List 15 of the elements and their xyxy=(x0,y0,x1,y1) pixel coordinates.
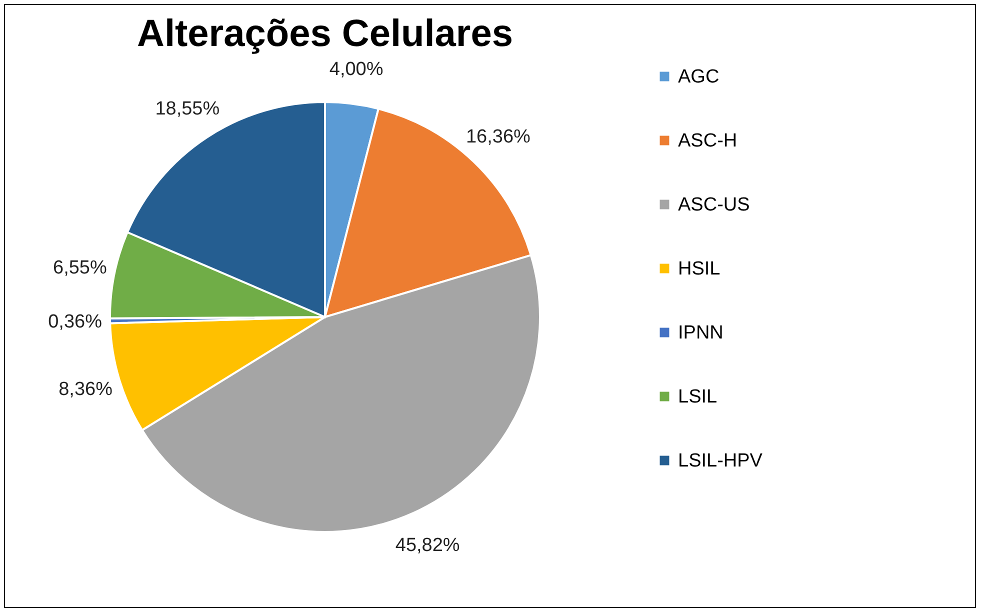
legend-label: LSIL-HPV xyxy=(678,450,763,472)
data-label: 18,55% xyxy=(155,98,220,120)
data-label: 0,36% xyxy=(48,311,102,332)
legend-label: IPNN xyxy=(678,322,724,344)
data-label: 6,55% xyxy=(53,257,107,278)
data-label: 16,36% xyxy=(466,126,531,148)
legend-label: LSIL xyxy=(678,386,718,408)
legend-label: ASC-US xyxy=(678,194,750,216)
chart-title: Alterações Celulares xyxy=(137,12,513,55)
legend-label: ASC-H xyxy=(678,130,738,152)
legend-label: HSIL xyxy=(678,258,720,280)
legend-label: AGC xyxy=(678,66,720,88)
data-label: 4,00% xyxy=(329,58,384,80)
data-label: 8,36% xyxy=(58,378,113,400)
data-label: 45,82% xyxy=(395,534,460,556)
